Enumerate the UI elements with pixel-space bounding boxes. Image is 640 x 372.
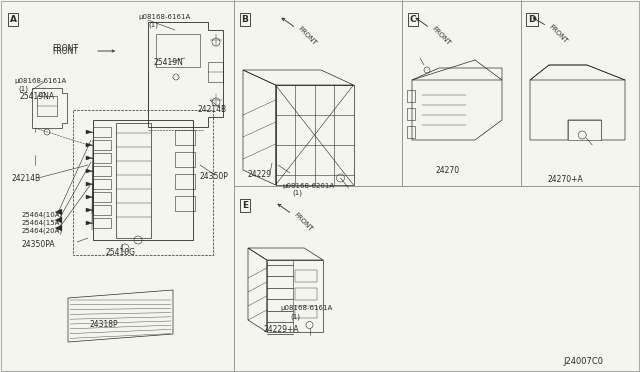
Polygon shape [86, 195, 92, 199]
Bar [568, 120, 601, 140]
Text: 25419N: 25419N [153, 58, 183, 67]
Bar [294, 270, 317, 282]
Bar [294, 288, 317, 300]
Text: FRONT: FRONT [293, 211, 314, 232]
Text: µ08168-6161A: µ08168-6161A [138, 14, 190, 20]
Text: (1): (1) [18, 85, 28, 92]
Text: B: B [241, 15, 248, 24]
Bar [208, 62, 223, 82]
Text: 24318P: 24318P [90, 320, 118, 329]
Text: 25464(10A): 25464(10A) [22, 212, 63, 218]
Text: (1): (1) [290, 313, 300, 320]
Polygon shape [86, 143, 92, 147]
Text: FRONT: FRONT [297, 25, 318, 46]
Bar [175, 130, 195, 145]
Text: 24270: 24270 [436, 166, 460, 175]
Bar [407, 126, 415, 138]
Polygon shape [55, 225, 62, 231]
Bar [93, 179, 111, 189]
Text: (1): (1) [148, 21, 158, 28]
Polygon shape [86, 130, 92, 134]
Bar [116, 123, 151, 238]
Polygon shape [86, 208, 92, 212]
Text: FRONT: FRONT [548, 23, 569, 44]
Bar [93, 127, 111, 137]
Text: FRONT: FRONT [52, 44, 78, 53]
Text: 25464(20A): 25464(20A) [22, 228, 63, 234]
Bar [93, 192, 111, 202]
Polygon shape [86, 156, 92, 160]
Text: E: E [242, 201, 248, 210]
Bar [407, 108, 415, 120]
Text: 24350P: 24350P [199, 172, 228, 181]
Text: A: A [10, 15, 17, 24]
Polygon shape [156, 34, 200, 67]
Bar [93, 205, 111, 215]
Bar [175, 152, 195, 167]
Bar [73, 110, 213, 255]
Text: J24007C0: J24007C0 [563, 357, 603, 366]
Text: 25419NA: 25419NA [20, 92, 55, 101]
Bar [93, 120, 193, 240]
Text: 24229+A: 24229+A [264, 325, 300, 334]
Text: 24350PA: 24350PA [22, 240, 56, 249]
Polygon shape [86, 182, 92, 186]
Text: 24214B: 24214B [197, 105, 226, 114]
Polygon shape [86, 169, 92, 173]
Bar [407, 90, 415, 102]
Polygon shape [55, 209, 62, 215]
Polygon shape [68, 290, 173, 342]
Text: FRONT: FRONT [52, 47, 78, 56]
Text: µ08168-6161A: µ08168-6161A [280, 305, 332, 311]
Text: µ08168-6201A: µ08168-6201A [282, 183, 334, 189]
Bar [37, 96, 57, 116]
Bar [294, 306, 317, 318]
Bar [93, 218, 111, 228]
Text: D: D [528, 15, 536, 24]
Text: 24270+A: 24270+A [548, 175, 584, 184]
Bar [93, 153, 111, 163]
Text: 24229: 24229 [248, 170, 272, 179]
Text: C: C [410, 15, 416, 24]
Polygon shape [55, 217, 62, 223]
Text: (1): (1) [292, 190, 302, 196]
Text: FRONT: FRONT [431, 25, 452, 46]
Text: 25410G: 25410G [105, 248, 135, 257]
Text: µ08168-6161A: µ08168-6161A [14, 78, 67, 84]
Bar [93, 140, 111, 150]
Bar [175, 196, 195, 211]
Text: 25464(15A): 25464(15A) [22, 220, 63, 227]
Polygon shape [86, 221, 92, 225]
Text: 24214B: 24214B [12, 174, 41, 183]
Bar [93, 166, 111, 176]
Bar [175, 174, 195, 189]
